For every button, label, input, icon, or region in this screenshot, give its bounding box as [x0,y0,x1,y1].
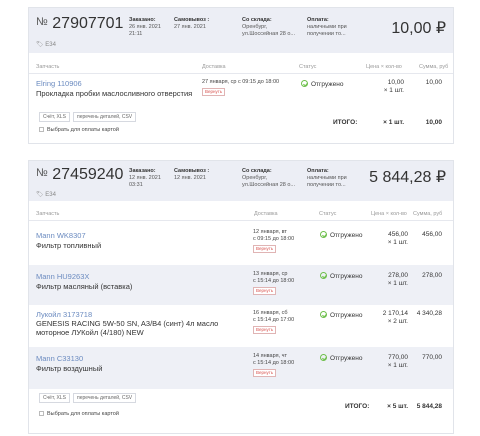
row-sum: 10,00 [425,79,442,86]
return-button[interactable]: Вернуть [253,245,277,253]
total-sum: 10,00 [425,119,442,126]
order-date: Заказано: 26 янв. 2021 21:11 [129,17,161,37]
order-pickup: Самовывоз : 27 янв. 2021 [174,17,210,30]
download-invoice-button[interactable]: Счёт, XLS [39,393,70,403]
check-circle-icon [320,354,327,361]
part-link[interactable]: Elring 110906 [36,79,82,88]
order-number[interactable]: № 27907701 [36,15,124,32]
part-link[interactable]: Mann C33130 [36,354,84,363]
total-qty: × 1 шт. [383,119,404,126]
order-tag: 🏷︎ E34 [36,42,56,48]
order-pickup: Самовывоз : 12 янв. 2021 [174,168,210,181]
price-qty: 456,00 × 1 шт. [387,231,408,246]
table-row: Mann WK8307 Фильтр топливный 12 января, … [29,223,453,265]
order-payment: Оплата: наличными при получении то... [307,168,347,188]
download-invoice-button[interactable]: Счёт, XLS [39,112,70,122]
part-link[interactable]: Mann HU9263X [36,272,90,281]
price-qty: 10,00 × 1 шт. [383,79,404,94]
status-badge: Отгружено [301,80,343,88]
total-label: ИТОГО: [345,403,370,410]
return-button[interactable]: Вернуть [202,88,226,96]
order-total: 10,00 ₽ [391,20,446,37]
return-button[interactable]: Вернуть [253,287,277,295]
total-sum: 5 844,28 [416,403,442,410]
row-sum: 278,00 [422,272,442,279]
table-header: Запчасть Доставка Статус Цена × кол-во С… [29,207,453,221]
status-badge: Отгружено [320,272,362,280]
check-circle-icon [320,272,327,279]
table-row: Mann C33130 Фильтр воздушный 14 января, … [29,347,453,389]
status-badge: Отгружено [320,354,362,362]
order-total: 5 844,28 ₽ [369,169,446,186]
download-parts-button[interactable]: перечень деталей, CSV [73,393,137,403]
order-card: № 27907701 🏷︎ E34 Заказано: 26 янв. 2021… [28,7,454,144]
check-circle-icon [320,311,327,318]
order-header: № 27907701 🏷︎ E34 Заказано: 26 янв. 2021… [29,8,453,53]
check-circle-icon [320,231,327,238]
order-card: № 27459240 🏷︎ E34 Заказано: 12 янв. 2021… [28,160,454,434]
delivery-date: 27 января, ср с 09:15 до 18:00 [202,79,280,85]
download-parts-button[interactable]: перечень деталей, CSV [73,112,137,122]
table-row: Лукойл 3173718 GENESIS RACING 5W-50 SN, … [29,305,453,347]
order-warehouse: Со склада: Оренбург, ул.Шоссейная 28 о... [242,168,295,188]
order-number[interactable]: № 27459240 [36,166,124,183]
price-qty: 770,00 × 1 шт. [387,354,408,369]
order-payment: Оплата: наличными при получении то... [307,17,347,37]
part-link[interactable]: Mann WK8307 [36,231,86,240]
price-qty: 278,00 × 1 шт. [387,272,408,287]
part-description: GENESIS RACING 5W-50 SN, A3/B4 (синт) 4л… [36,319,219,337]
delivery-date: 13 января, ср с 15:14 до 18:00 [253,271,295,284]
part-description: Фильтр масляный (вставка) [36,282,133,291]
select-payment-checkbox[interactable]: Выбрать для оплаты картой [39,127,119,133]
status-badge: Отгружено [320,231,362,239]
select-payment-checkbox[interactable]: Выбрать для оплаты картой [39,411,119,417]
part-description: Фильтр воздушный [36,364,103,373]
order-date: Заказано: 12 янв. 2021 03:31 [129,168,161,188]
row-sum: 4 340,28 [416,310,442,317]
return-button[interactable]: Вернуть [253,369,277,377]
order-warehouse: Со склада: Оренбург, ул.Шоссейная 28 о... [242,17,295,37]
table-row: Elring 110906 Прокладка пробки маслослив… [29,74,453,110]
delivery-date: 12 января, вт с 09:15 до 18:00 [253,229,295,242]
row-sum: 770,00 [422,354,442,361]
status-badge: Отгружено [320,311,362,319]
delivery-date: 16 января, сб с 15:14 до 17:00 [253,310,295,323]
total-qty: × 5 шт. [387,403,408,410]
price-qty: 2 170,14 × 2 шт. [382,310,408,325]
order-header: № 27459240 🏷︎ E34 Заказано: 12 янв. 2021… [29,161,453,201]
total-label: ИТОГО: [333,119,358,126]
return-button[interactable]: Вернуть [253,326,277,334]
part-link[interactable]: Лукойл 3173718 [36,310,93,319]
table-row: Mann HU9263X Фильтр масляный (вставка) 1… [29,265,453,305]
order-tag: 🏷︎ E34 [36,192,56,198]
part-description: Фильтр топливный [36,241,102,250]
table-header: Запчасть Доставка Статус Цена × кол-во С… [29,60,453,74]
row-sum: 456,00 [422,231,442,238]
part-description: Прокладка пробки маслосливного отверстия [36,89,193,98]
check-circle-icon [301,80,308,87]
delivery-date: 14 января, чт с 15:14 до 18:00 [253,353,295,366]
